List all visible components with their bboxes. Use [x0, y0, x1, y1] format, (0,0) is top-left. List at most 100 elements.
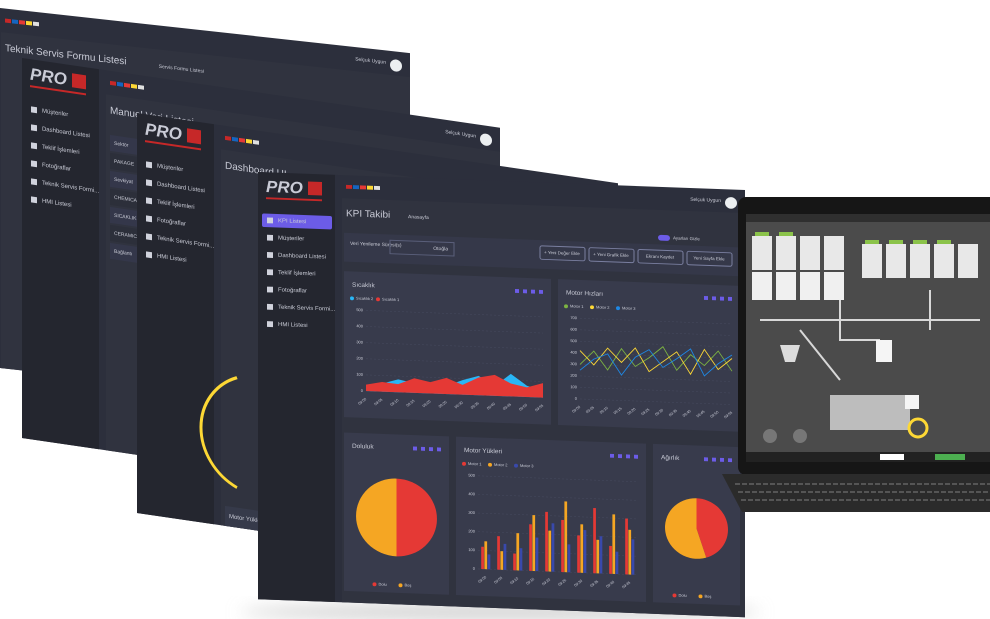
menu-icon	[146, 197, 152, 205]
action-button-label[interactable]: Ekranı Kaydet	[646, 254, 675, 260]
bar	[628, 529, 632, 575]
action-button[interactable]	[539, 245, 586, 262]
menu-icon	[146, 233, 152, 241]
pie-slice	[696, 498, 728, 558]
bar	[593, 508, 596, 574]
x-tick-label: 09:40	[486, 402, 496, 411]
y-tick-label: 500	[570, 338, 577, 343]
bar	[500, 551, 504, 570]
menu-icon	[31, 142, 37, 150]
logo-underline	[266, 197, 322, 202]
menu-icon	[267, 303, 273, 310]
bar	[503, 543, 507, 570]
toggle-switch	[658, 234, 670, 241]
x-tick-label: 09:20	[627, 407, 637, 416]
menu-item[interactable]: Teknik Servis Formi...	[278, 305, 336, 313]
x-tick-label: 09:25	[438, 400, 448, 409]
chart-tool-icon	[634, 454, 638, 459]
menu-icon	[146, 215, 152, 223]
bar	[529, 524, 532, 571]
action-button-label[interactable]: Yeni Sayfa Ekle	[693, 255, 725, 261]
table-cell: Sevkiyat	[114, 177, 133, 186]
x-tick-label: 09:05	[493, 576, 503, 585]
logo-badge	[72, 73, 86, 90]
chart-tool-icon	[437, 447, 441, 452]
x-tick-label: 09:45	[502, 403, 512, 412]
legend-label: Boş	[405, 583, 412, 588]
bar	[497, 536, 500, 570]
menu-icon	[31, 106, 37, 114]
user-name: Selçuk Uygun	[445, 129, 476, 139]
chart-tool-icon	[531, 289, 535, 294]
menu-item[interactable]: Teklif İşlemleri	[278, 269, 316, 277]
x-tick-label: 09:35	[470, 401, 480, 410]
action-button[interactable]	[637, 249, 684, 265]
filter-card	[344, 232, 739, 277]
grid-line	[580, 398, 732, 405]
legend-label: Motor 3	[622, 305, 636, 310]
menu-item[interactable]: Müşteriler	[278, 236, 304, 243]
hmi-hopper	[780, 345, 800, 362]
flag-icon	[12, 19, 18, 24]
legend-label: Motor 2	[596, 304, 610, 309]
legend-swatch	[376, 297, 380, 302]
action-button-label[interactable]: + Yeni Değer Ekle	[544, 250, 580, 256]
action-button-label[interactable]: + Yeni Grafik Ekle	[593, 252, 629, 258]
flag-icon	[253, 139, 259, 145]
bar	[583, 530, 587, 573]
y-tick-label: 200	[468, 528, 475, 533]
chart-tool-icon	[712, 457, 716, 462]
menu-item[interactable]: Müşteriler	[157, 164, 183, 174]
menu-item[interactable]: Fotoğraflar	[157, 218, 186, 228]
menu-item[interactable]: Fotoğraflar	[278, 287, 307, 294]
table-cell: CERAMICA	[114, 231, 141, 241]
x-tick-label: 09:20	[541, 578, 551, 587]
y-tick-label: 400	[468, 491, 475, 496]
flag-icon	[225, 135, 231, 141]
menu-item[interactable]: KPI Listesi	[278, 218, 306, 225]
line	[579, 347, 733, 376]
x-tick-label: 09:30	[654, 408, 664, 417]
x-tick-label: 09:05	[373, 398, 383, 407]
bar	[516, 533, 520, 571]
breadcrumb: Anasayfa	[408, 214, 429, 221]
logo-badge	[187, 128, 201, 145]
legend-swatch	[564, 304, 568, 309]
chart-tool-icon	[712, 296, 716, 301]
menu-item[interactable]: HMI Listesi	[157, 254, 187, 264]
chart-tool-icon	[429, 447, 433, 452]
bar	[532, 515, 536, 572]
menu-item[interactable]: Dashboard Listesi	[278, 253, 326, 261]
menu-item[interactable]: HMI Listesi	[42, 199, 72, 209]
menu-item[interactable]: Müşteriler	[42, 109, 68, 119]
breadcrumb: Servis Formu Listesi	[159, 64, 204, 75]
flag-icon	[19, 20, 25, 25]
x-tick-label: 09:40	[605, 580, 615, 589]
flag-icon	[360, 185, 366, 190]
toggle-label: Ayarları Gizle	[673, 235, 700, 241]
x-tick-label: 09:45	[696, 410, 706, 419]
menu-item[interactable]: HMI Listesi	[278, 322, 308, 329]
x-tick-label: 09:15	[406, 399, 416, 408]
chart-tool-icon	[728, 458, 732, 463]
x-tick-label: 09:00	[357, 397, 367, 406]
flag-icon	[131, 83, 137, 89]
y-tick-label: 100	[356, 372, 363, 377]
action-button[interactable]	[686, 250, 733, 267]
chart-tool-icon	[515, 289, 519, 294]
action-button[interactable]	[588, 247, 635, 264]
grid-line	[478, 531, 638, 538]
menu-item[interactable]: Fotoğraflar	[42, 163, 71, 173]
legend-swatch	[698, 594, 703, 599]
x-tick-label: 09:35	[589, 579, 599, 588]
grid-line	[366, 358, 543, 366]
y-tick-label: 0	[361, 388, 364, 393]
refresh-value: Otoğla	[433, 246, 448, 252]
bar	[580, 524, 584, 573]
hmi-status-cell	[935, 454, 965, 460]
logo-underline	[30, 85, 86, 96]
bar	[519, 548, 523, 571]
table-cell: Sektör	[114, 141, 129, 149]
